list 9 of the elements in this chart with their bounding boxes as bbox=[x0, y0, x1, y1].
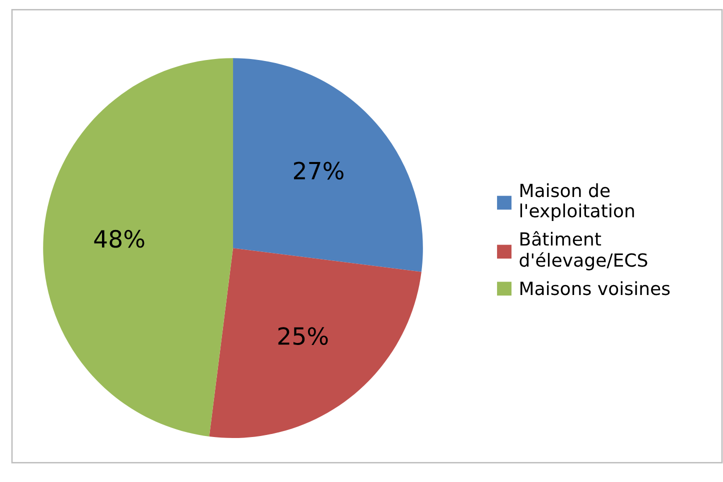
legend-label: Maison de l'exploitation bbox=[520, 183, 634, 221]
pie-slice bbox=[209, 248, 422, 438]
pie-slice bbox=[43, 58, 234, 436]
data-label: 27% bbox=[294, 162, 344, 180]
pie-slice bbox=[233, 58, 423, 272]
legend-label: Maisons voisines bbox=[520, 281, 670, 296]
legend-label: Bâtiment d'élevage/ECS bbox=[520, 231, 648, 270]
data-label: 25% bbox=[278, 327, 328, 345]
data-label: 48% bbox=[94, 230, 144, 248]
